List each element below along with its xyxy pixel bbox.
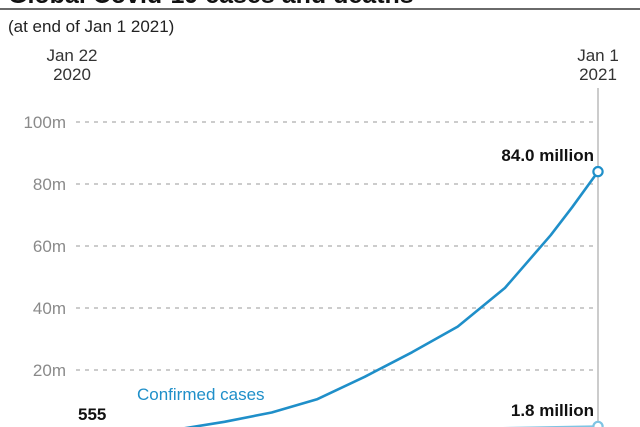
cases-end-label: 84.0 million [501, 146, 594, 165]
cases-start-label: 555 [78, 405, 106, 424]
chart-subtitle: (at end of Jan 1 2021) [8, 17, 174, 36]
series-layer [184, 165, 604, 427]
deaths-end-point [592, 420, 604, 427]
y-tick-labels: 20m 40m 60m 80m 100m [23, 113, 66, 380]
gridlines [76, 121, 598, 371]
series-label-confirmed-cases: Confirmed cases [137, 385, 265, 404]
y-tick-label: 80m [33, 175, 66, 194]
y-tick-label: 60m [33, 237, 66, 256]
start-date-line1: Jan 22 [46, 46, 97, 65]
deaths-end-label: 1.8 million [511, 401, 594, 420]
cases-end-point [592, 165, 604, 178]
y-tick-label: 40m [33, 299, 66, 318]
start-date-line2: 2020 [53, 65, 91, 84]
end-date-line1: Jan 1 [577, 46, 619, 65]
y-tick-label: 20m [33, 361, 66, 380]
chart-title: Global Covid-19 cases and deaths [8, 0, 414, 9]
end-date-line2: 2021 [579, 65, 617, 84]
y-tick-label: 100m [23, 113, 66, 132]
cases-series-line [184, 170, 600, 427]
